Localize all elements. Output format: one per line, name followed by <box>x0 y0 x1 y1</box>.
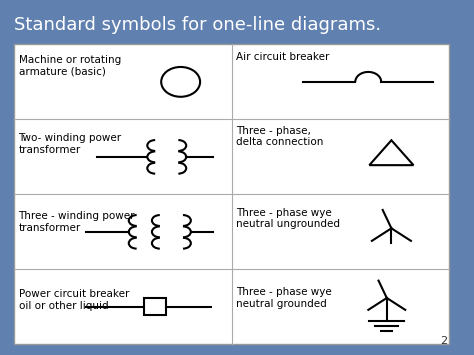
Bar <box>14 44 449 344</box>
Text: Three - winding power
transformer: Three - winding power transformer <box>18 211 135 233</box>
Text: Three - phase wye
neutral grounded: Three - phase wye neutral grounded <box>236 288 332 309</box>
Text: 2: 2 <box>440 336 447 346</box>
Text: Three - phase,
delta connection: Three - phase, delta connection <box>236 126 324 147</box>
Bar <box>144 298 166 315</box>
Text: Power circuit breaker
oil or other liquid: Power circuit breaker oil or other liqui… <box>18 289 129 311</box>
Text: Standard symbols for one-line diagrams.: Standard symbols for one-line diagrams. <box>14 16 381 34</box>
Text: Air circuit breaker: Air circuit breaker <box>236 52 329 62</box>
Text: Machine or rotating
armature (basic): Machine or rotating armature (basic) <box>18 55 121 76</box>
Text: Three - phase wye
neutral ungrounded: Three - phase wye neutral ungrounded <box>236 208 340 229</box>
Text: Two- winding power
transformer: Two- winding power transformer <box>18 133 122 154</box>
